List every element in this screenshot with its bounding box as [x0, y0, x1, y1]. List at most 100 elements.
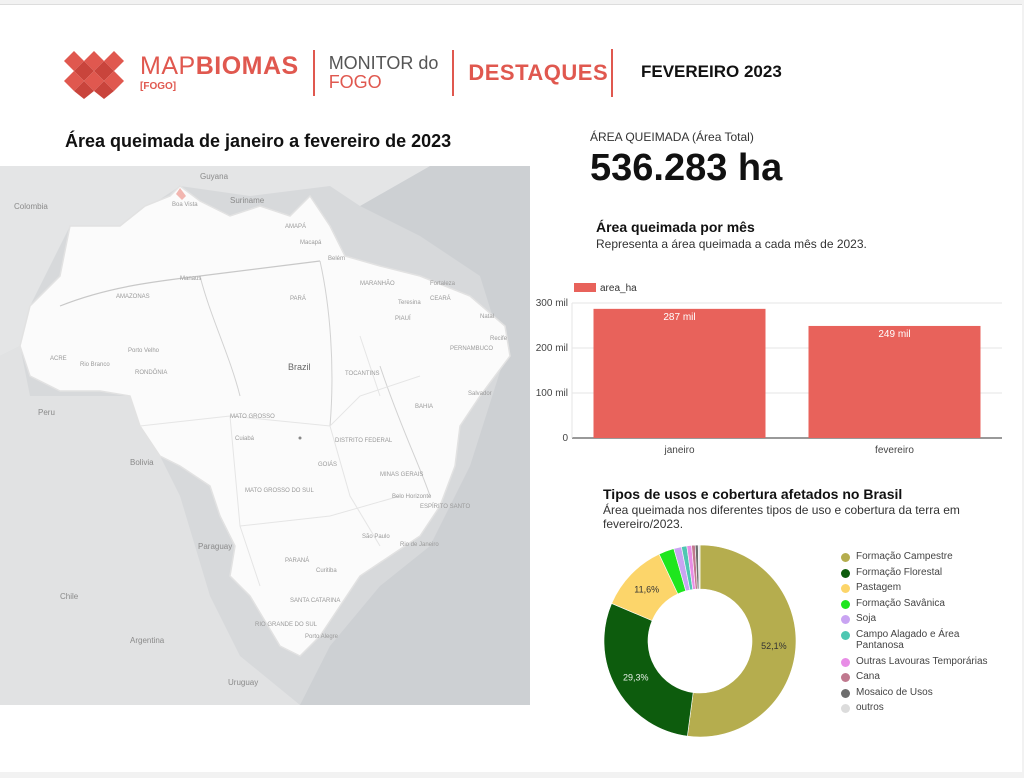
slice-label: 11,6% [634, 585, 659, 595]
map-label: Paraguay [198, 542, 233, 551]
brand-bold: BIOMAS [195, 52, 299, 80]
map-label: MINAS GERAIS [380, 472, 424, 478]
map-label: Brazil [288, 362, 311, 372]
map-label: Macapá [300, 240, 322, 246]
legend-label: Formação Savânica [856, 597, 945, 609]
legend-dot [841, 657, 850, 667]
legend-dot [841, 584, 850, 593]
map-label: Manaus [180, 276, 202, 282]
legend-label: Pastagem [856, 582, 902, 593]
section-title: DESTAQUES [468, 60, 609, 85]
donut-slice[interactable] [697, 544, 701, 590]
bar-data-label: 287 mil [663, 312, 695, 323]
map-canvas [0, 166, 530, 705]
legend-item[interactable]: Pastagem [841, 582, 991, 594]
map-label: AMAZONAS [116, 294, 150, 300]
map-label: Bolivia [130, 458, 154, 467]
bar-chart-title: Área queimada por mês [596, 219, 755, 235]
map-label: PARÁ [290, 296, 306, 302]
mapbiomas-logo-icon [64, 51, 124, 99]
map-label: GOIÁS [318, 462, 338, 468]
brazil-map[interactable]: Colombia Guyana Suriname Boa Vista AMAPÁ… [0, 166, 530, 705]
legend-dot [841, 688, 850, 698]
legend-dot [841, 553, 850, 562]
map-label: Guyana [200, 172, 229, 181]
legend-item[interactable]: Campo Alagado e Área Pantanosa [841, 629, 991, 652]
map-label: São Paulo [362, 534, 390, 540]
bar[interactable] [593, 308, 766, 438]
legend-item[interactable]: Outras Lavouras Temporárias [841, 656, 991, 668]
legend-dot [841, 599, 850, 609]
legend-dot [841, 673, 850, 682]
x-tick-label: janeiro [663, 445, 694, 456]
period-label: FEVEREIRO 2023 [641, 62, 782, 81]
legend-label: Outras Lavouras Temporárias [856, 655, 988, 667]
donut-slice[interactable] [687, 544, 797, 738]
map-label: SANTA CATARINA [290, 598, 341, 604]
donut-slice[interactable] [603, 603, 694, 737]
header-divider [452, 50, 455, 96]
donut-chart: 52,1% 29,3% 11,6% [603, 544, 797, 738]
map-label: Cuiabá [235, 436, 255, 442]
map-label: Natal [480, 314, 495, 320]
bar-chart: area_ha 0 100 mil 200 mil 300 mil 287 mil jane… [536, 283, 1002, 456]
legend-label: Soja [856, 613, 877, 624]
donut-chart-title: Tipos de usos e cobertura afetados no Br… [603, 486, 903, 502]
map-label: ESPÍRITO SANTO [420, 504, 471, 510]
monitor-line2: FOGO [328, 72, 382, 92]
bar-data-label: 249 mil [878, 329, 910, 340]
brand-subtitle: [FOGO] [140, 81, 177, 92]
y-tick-label: 200 mil [536, 343, 568, 354]
legend-label: Cana [856, 671, 880, 682]
legend-item[interactable]: Cana [841, 671, 991, 683]
header-divider [312, 50, 315, 96]
monitor-title: MONITOR do FOGO [329, 54, 439, 92]
legend-item[interactable]: Formação Campestre [841, 551, 991, 563]
map-label: Belo Horizonte [392, 494, 432, 500]
map-label: PARANÁ [285, 558, 310, 564]
map-label: Curitiba [316, 568, 337, 574]
slice-label: 52,1% [761, 641, 787, 651]
legend-label: Mosaico de Usos [856, 686, 933, 698]
x-tick-label: fevereiro [875, 445, 914, 456]
brand-thin: MAP [140, 52, 196, 80]
map-label: TOCANTINS [345, 371, 380, 377]
map-label: Rio Branco [80, 362, 110, 368]
map-label: DISTRITO FEDERAL [335, 438, 393, 444]
map-label: Boa Vista [172, 202, 198, 208]
legend-label: Formação Florestal [856, 566, 943, 578]
map-label: Rio de Janeiro [400, 542, 439, 548]
bar-chart-subtitle: Representa a área queimada a cada mês de… [596, 237, 867, 251]
map-label: CEARÁ [430, 296, 451, 302]
header: MAPBIOMAS [FOGO] MONITOR do FOGO DESTAQU… [62, 45, 608, 101]
legend-item[interactable]: Formação Savânica [841, 598, 991, 610]
legend-label: area_ha [600, 283, 637, 294]
legend-item[interactable]: Soja [841, 613, 991, 625]
donut-chart-subtitle: Área queimada nos diferentes tipos de us… [603, 503, 960, 532]
legend-dot [841, 568, 850, 578]
y-tick-label: 100 mil [536, 388, 568, 399]
map-label: Chile [60, 592, 79, 601]
legend-item[interactable]: Mosaico de Usos [841, 687, 991, 699]
legend-dot [841, 704, 850, 713]
map-label: Salvador [468, 391, 492, 397]
kpi-label: ÁREA QUEIMADA (Área Total) [590, 130, 754, 144]
map-label: PERNAMBUCO [450, 346, 494, 352]
y-tick-label: 0 [562, 433, 568, 444]
bar[interactable] [808, 325, 981, 438]
map-label: MATO GROSSO DO SUL [245, 488, 314, 494]
map-label: AMAPÁ [285, 224, 307, 230]
map-label: RONDÔNIA [135, 370, 168, 376]
map-title: Área queimada de janeiro a fevereiro de … [65, 131, 452, 151]
legend-item[interactable]: Formação Florestal [841, 567, 991, 579]
map-label: Peru [38, 408, 55, 417]
map-label: Fortaleza [430, 281, 456, 287]
map-label: ACRE [50, 356, 67, 362]
monitor-line1: MONITOR do [328, 53, 439, 74]
map-label: Teresina [398, 300, 421, 306]
map-label: Porto Alegre [305, 634, 339, 640]
legend-item[interactable]: outros [841, 702, 991, 714]
map-label: RIO GRANDE DO SUL [255, 622, 318, 628]
y-tick-label: 300 mil [536, 298, 568, 309]
map-label: Argentina [130, 636, 165, 645]
